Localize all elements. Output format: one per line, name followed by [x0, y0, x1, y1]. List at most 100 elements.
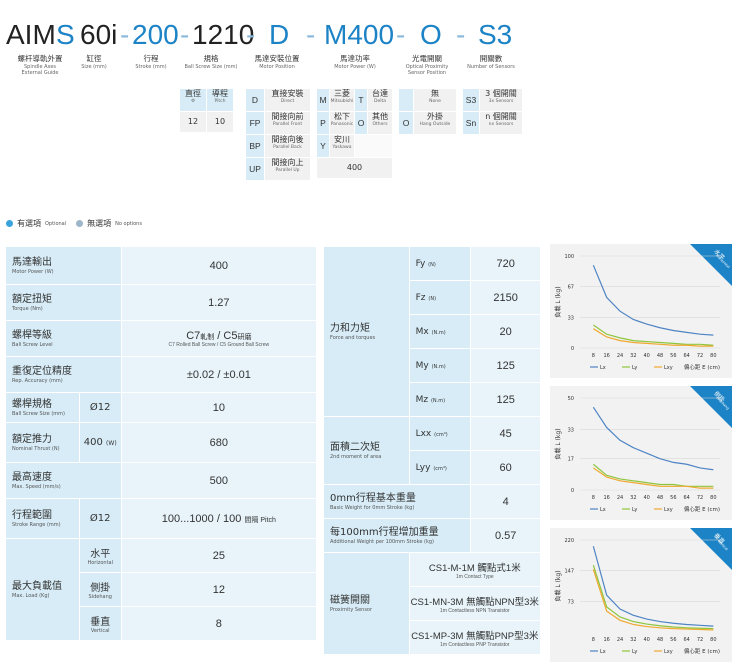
x-tick-label: 56 — [670, 637, 676, 643]
sensor-contact: CS1-M-1M 觸點式1米 1m Contact Type — [408, 552, 542, 587]
sensor-hang-outside: 外掛 Hang Outside — [414, 112, 456, 134]
code-size: 60i — [80, 19, 118, 50]
repeat-accuracy-val: ±0.02 / ±0.01 — [120, 356, 318, 393]
screw-spec-sub: Ø12 — [78, 392, 122, 423]
motor-pos-code: D — [246, 89, 264, 111]
legend-label: Lxy — [664, 365, 673, 371]
sym-lyy: Lyy (cm⁴) — [408, 450, 472, 485]
motor-mitsubishi: 三菱 Mitsubishi — [330, 89, 354, 111]
row-add-weight: 每100mm行程增加重量 Additional Weight per 100mm … — [322, 518, 472, 553]
x-tick-label: 8 — [592, 495, 595, 501]
fy-val: 720 — [470, 246, 541, 281]
legend-label: Lx — [600, 365, 606, 371]
none-dot-icon — [76, 220, 84, 227]
x-tick-label: 48 — [657, 495, 663, 501]
motor-pos-up: 間接向上 Parallel Up — [265, 158, 310, 180]
sym-my: My (N.m) — [408, 348, 472, 383]
code-motor: M400 — [324, 19, 395, 50]
load-sidehang: 側掛 Sidehang — [78, 572, 122, 607]
x-tick-label: 64 — [683, 353, 689, 359]
series-line-ly — [592, 324, 714, 346]
motor-panasonic: 松下 Panasonic — [330, 112, 354, 134]
caption-motor-power: 馬達功率 Motor Power (W) — [334, 54, 376, 70]
sensor-code: O — [399, 112, 413, 134]
row-proximity-sensor: 磁簧開關 Proximity Sensor — [323, 552, 410, 655]
y-tick-label: 67 — [568, 284, 574, 290]
row-torque: 額定扭矩 Torque (Nm) — [5, 284, 122, 321]
motor-yaskawa: 安川 Yaskawa — [330, 135, 354, 157]
x-tick-label: 80 — [710, 637, 716, 643]
load-horizontal: 水平 Horizontal — [78, 538, 122, 573]
motor-code: T — [355, 89, 367, 111]
load-horizontal-val: 25 — [120, 538, 318, 573]
sym-fy: Fy (N) — [408, 246, 472, 281]
motor-power-val: 400 — [120, 246, 318, 285]
badge-corner — [690, 244, 732, 286]
x-axis-label: 偏心距 E (cm) — [684, 505, 720, 513]
row-2nd-moment: 面積二次矩 2nd moment of area — [323, 416, 410, 485]
row-repeat-accuracy: 重復定位精度 Rep. Accuracy (mm) — [5, 356, 122, 393]
lyy-val: 60 — [470, 450, 541, 485]
sensor-code-none — [399, 89, 413, 111]
x-tick-label: 24 — [617, 353, 623, 359]
code-dash: - — [456, 19, 466, 50]
y-tick-label: 220 — [564, 538, 574, 544]
y-tick-label: 17 — [568, 457, 574, 463]
x-tick-label: 56 — [670, 495, 676, 501]
add-weight-val: 0.57 — [470, 518, 541, 553]
spec-diameter-value: 12 — [180, 112, 206, 132]
motor-pos-direct: 直接安裝 Direct — [265, 89, 310, 111]
lxx-val: 45 — [470, 416, 541, 451]
spec-table-left: 馬達輸出 Motor Power (W) 400 額定扭矩 Torque (Nm) … — [5, 246, 318, 641]
load-sidehang-val: 12 — [120, 572, 318, 607]
x-tick-label: 8 — [592, 353, 595, 359]
chart-sidehang: 側掛 Sidehang 0 17 33 50 8 16 24 32 40 48 56 64 72 80 負載 L… — [550, 386, 732, 520]
spec-pitch-header: 導程 Pitch — [207, 89, 233, 111]
motor-code: Y — [317, 135, 329, 157]
row-motor-power: 馬達輸出 Motor Power (W) — [5, 246, 122, 285]
y-tick-label: 73 — [568, 599, 574, 605]
x-tick-label: 72 — [697, 353, 703, 359]
x-tick-label: 16 — [603, 495, 609, 501]
mx-val: 20 — [470, 314, 541, 349]
basic-weight-val: 4 — [470, 484, 541, 519]
stroke-range-val: 100...1000 / 100 間隔 Pitch — [120, 498, 318, 539]
chart-horizontal: 水平 Horizontal 0 33 67 100 8 16 24 32 40 48 56 64 72 80 負… — [550, 244, 732, 378]
x-tick-label: 48 — [657, 637, 663, 643]
x-tick-label: 80 — [710, 353, 716, 359]
stroke-sub: Ø12 — [78, 498, 122, 539]
legend-label: Lxy — [664, 649, 673, 655]
motor-pos-back: 間接向後 Parallel Back — [265, 135, 310, 157]
y-tick-label: 33 — [568, 427, 574, 433]
thrust-sub: 400 (W) — [78, 422, 122, 463]
legend-label: Lx — [600, 507, 606, 513]
spec-table-right: 力和力矩 Force and torques Fy (N) 720 Fz (N) … — [322, 246, 542, 655]
row-screw-grade: 螺桿等級 Ball Screw Level — [5, 320, 122, 357]
badge-corner — [690, 386, 732, 428]
load-vertical-val: 8 — [120, 606, 318, 641]
row-max-load: 最大負載值 Max. Load (Kg) — [5, 538, 80, 641]
code-dash: - — [306, 19, 316, 50]
series-line-lx — [592, 406, 714, 471]
legend-optional: 有選項 — [17, 219, 41, 228]
plot-area — [580, 256, 720, 348]
row-stroke-range: 行程範圍 Stroke Range (mm) — [5, 498, 80, 539]
code-dash: - — [396, 19, 406, 50]
sensor-none: 無 None — [414, 89, 456, 111]
motor-pos-code: BP — [246, 135, 264, 157]
x-tick-label: 40 — [643, 353, 649, 359]
x-tick-label: 24 — [617, 495, 623, 501]
caption-stroke: 行程 Stroke (mm) — [135, 54, 167, 70]
caption-size: 缸徑 Size (mm) — [81, 54, 107, 70]
y-tick-label: 147 — [564, 569, 574, 575]
x-tick-label: 24 — [617, 637, 623, 643]
code-count: S3 — [478, 19, 513, 50]
motor-delta: 台達 Delta — [368, 89, 392, 111]
x-tick-label: 32 — [630, 353, 636, 359]
series-line-ly — [592, 564, 714, 630]
code-sensor: O — [420, 19, 442, 50]
caption-spec: 規格 Ball Screw Size (mm) — [184, 54, 238, 70]
sym-fz: Fz (N) — [408, 280, 472, 315]
x-tick-label: 40 — [643, 495, 649, 501]
series-line-lx — [592, 546, 714, 627]
